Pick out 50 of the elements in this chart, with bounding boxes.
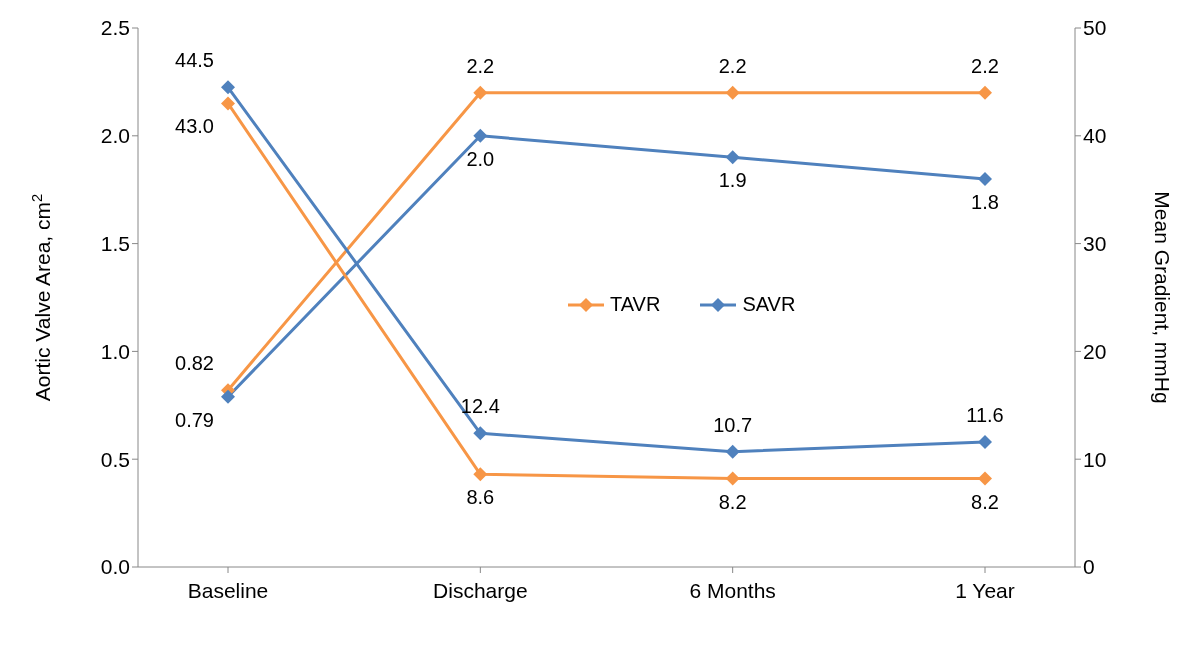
data-label: 1.9 <box>718 169 747 192</box>
point <box>725 150 740 165</box>
point <box>221 389 235 404</box>
point <box>978 471 992 486</box>
y2-axis-title: Mean Gradient, mmHg <box>1151 191 1174 404</box>
data-label: 8.2 <box>971 490 999 513</box>
data-label: 0.79 <box>175 408 214 431</box>
data-label: 2.2 <box>971 54 999 77</box>
legend-label: SAVR <box>741 293 796 316</box>
data-label: 10.7 <box>713 413 753 436</box>
legend-label: TAVR <box>609 293 661 316</box>
y2-tick-label: 50 <box>1083 16 1107 40</box>
y-tick-label: 0.5 <box>100 447 130 471</box>
data-label: 2.2 <box>718 54 747 77</box>
y-tick-label: 2.0 <box>100 124 130 148</box>
data-label: 0.82 <box>175 352 214 375</box>
y-tick-label: 1.0 <box>100 339 130 363</box>
y2-tick-label: 10 <box>1083 447 1107 471</box>
y2-tick-label: 0 <box>1083 555 1095 579</box>
point <box>221 80 235 95</box>
y-tick-label: 0.0 <box>100 555 130 579</box>
point <box>978 434 992 449</box>
data-label: 11.6 <box>966 403 1004 426</box>
point <box>725 471 740 486</box>
x-tick-label: Discharge <box>433 578 528 602</box>
data-label: 2.2 <box>466 54 495 77</box>
point <box>473 467 488 482</box>
data-label: 12.4 <box>460 395 500 418</box>
data-label: 8.6 <box>466 486 495 509</box>
y-tick-label: 1.5 <box>100 232 130 256</box>
data-label: 2.0 <box>466 147 495 170</box>
data-label: 44.5 <box>175 49 214 72</box>
point <box>978 85 992 100</box>
x-tick-label: Baseline <box>187 578 269 602</box>
point <box>725 85 740 100</box>
point <box>473 128 488 143</box>
data-label: 8.2 <box>718 490 747 513</box>
x-tick-label: 6 Months <box>689 578 776 602</box>
point <box>978 171 992 186</box>
point <box>473 85 488 100</box>
y2-tick-label: 20 <box>1083 339 1107 363</box>
data-label: 1.8 <box>971 190 999 213</box>
y2-tick-label: 30 <box>1083 232 1107 256</box>
y-tick-label: 2.5 <box>100 16 130 40</box>
x-tick-label: 1 Year <box>955 578 1015 602</box>
point <box>473 426 488 441</box>
point <box>725 444 740 459</box>
data-label: 43.0 <box>175 115 214 138</box>
y2-tick-label: 40 <box>1083 124 1107 148</box>
point <box>221 96 235 111</box>
